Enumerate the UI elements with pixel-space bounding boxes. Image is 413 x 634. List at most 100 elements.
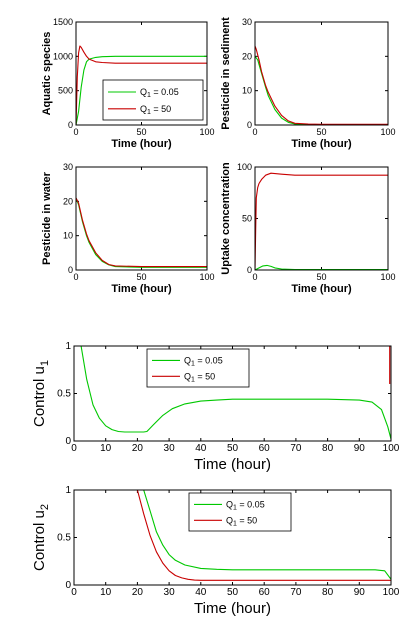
x-tick-label: 50 — [136, 127, 146, 137]
x-axis-label: Time (hour) — [291, 138, 352, 150]
y-tick-label: 500 — [58, 86, 73, 96]
x-tick-label: 70 — [290, 443, 302, 454]
x-axis-label: Time (hour) — [111, 283, 172, 295]
x-tick-label: 30 — [164, 587, 176, 598]
y-tick-label: 1 — [65, 485, 71, 496]
y-axis-label: Control u2 — [31, 504, 51, 571]
legend-entry-1: Q1 = 0.05 — [226, 499, 265, 511]
x-tick-label: 0 — [252, 127, 257, 137]
y-tick-label: 50 — [242, 214, 252, 224]
legend: Q1 = 0.05 Q1 = 50 — [102, 79, 204, 121]
y-tick-label: 1000 — [53, 51, 73, 61]
legend-box — [188, 492, 292, 532]
x-tick-label: 50 — [316, 272, 326, 282]
x-axis-label: Time (hour) — [194, 600, 271, 617]
y-tick-label: 30 — [242, 17, 252, 27]
y-axis-label: Uptake concentration — [220, 162, 232, 275]
y-tick-label: 1500 — [53, 17, 73, 27]
x-tick-label: 40 — [195, 443, 207, 454]
chart-panel-3: 0 50 100 0 10 20 30 Time (hour) Pesticide in wat… — [41, 162, 215, 295]
y-tick-label: 0 — [65, 436, 71, 447]
chart-panel-6: 0 10 20 30 40 50 60 70 80 90 100 0 0.5 1 Time (hour) Co… — [31, 485, 400, 617]
x-tick-label: 50 — [227, 443, 239, 454]
x-tick-label: 90 — [354, 587, 366, 598]
y-tick-label: 0.5 — [57, 533, 71, 544]
y-tick-label: 0 — [247, 265, 252, 275]
series-line-2 — [76, 45, 207, 125]
x-tick-label: 60 — [259, 443, 271, 454]
plot-area — [76, 167, 207, 270]
x-axis-label: Time (hour) — [291, 283, 352, 295]
x-tick-label: 100 — [380, 272, 395, 282]
y-tick-label: 20 — [63, 196, 73, 206]
x-tick-label: 30 — [164, 443, 176, 454]
legend: Q1 = 0.05 Q1 = 50 — [188, 492, 292, 532]
x-tick-label: 50 — [227, 587, 239, 598]
x-tick-label: 0 — [71, 587, 77, 598]
y-axis-label: Control u1 — [31, 360, 51, 427]
plot-area — [255, 167, 388, 270]
x-tick-label: 80 — [322, 443, 334, 454]
legend: Q1 = 0.05 Q1 = 50 — [146, 348, 250, 388]
y-axis-label: Aquatic species — [41, 32, 53, 116]
legend-box — [102, 79, 204, 121]
x-tick-label: 20 — [132, 587, 144, 598]
x-tick-label: 10 — [100, 587, 112, 598]
x-axis-label: Time (hour) — [111, 138, 172, 150]
chart-panel-5: 0 10 20 30 40 50 60 70 80 90 100 0 0.5 1 Time (hour) Co… — [31, 341, 400, 473]
series-line-2 — [255, 45, 388, 125]
y-axis-label: Pesticide in sediment — [220, 17, 232, 130]
axes-frame — [254, 21, 389, 126]
legend-entry-2: Q1 = 50 — [140, 104, 171, 116]
series-line-2 — [136, 490, 391, 581]
x-tick-label: 100 — [383, 443, 400, 454]
x-axis-label: Time (hour) — [194, 456, 271, 473]
x-tick-label: 20 — [132, 443, 144, 454]
y-axis-label: Pesticide in water — [41, 171, 53, 265]
chart-panel-2: 0 50 100 0 10 20 30 Time (hour) Pesticide in sed… — [220, 17, 396, 150]
axes-frame — [254, 166, 389, 271]
y-tick-label: 20 — [242, 51, 252, 61]
x-tick-label: 60 — [259, 587, 271, 598]
legend-entry-2: Q1 = 50 — [184, 371, 215, 383]
x-tick-label: 10 — [100, 443, 112, 454]
plot-area — [255, 22, 388, 125]
axes-frame — [75, 21, 208, 126]
y-tick-label: 0 — [65, 580, 71, 591]
y-tick-label: 0 — [68, 120, 73, 130]
x-tick-label: 40 — [195, 587, 207, 598]
legend-entry-1: Q1 = 0.05 — [184, 355, 223, 367]
x-tick-label: 100 — [199, 127, 214, 137]
y-tick-label: 100 — [237, 162, 252, 172]
y-tick-label: 0 — [68, 265, 73, 275]
series-line-1 — [143, 490, 391, 580]
x-tick-label: 0 — [252, 272, 257, 282]
legend-entry-1: Q1 = 0.05 — [140, 87, 179, 99]
x-tick-label: 100 — [199, 272, 214, 282]
x-tick-label: 100 — [380, 127, 395, 137]
x-tick-label: 50 — [136, 272, 146, 282]
series-line-2 — [76, 197, 207, 268]
y-tick-label: 0 — [247, 120, 252, 130]
axes-frame — [73, 489, 392, 586]
axes-frame — [75, 166, 208, 271]
axes-frame — [73, 345, 392, 442]
legend-box — [146, 348, 250, 388]
series-line-1 — [80, 346, 391, 440]
x-tick-label: 80 — [322, 587, 334, 598]
series-line-2 — [255, 172, 388, 270]
y-tick-label: 10 — [63, 231, 73, 241]
x-tick-label: 70 — [290, 587, 302, 598]
y-tick-label: 10 — [242, 86, 252, 96]
y-tick-label: 30 — [63, 162, 73, 172]
x-tick-label: 90 — [354, 443, 366, 454]
y-tick-label: 1 — [65, 341, 71, 352]
y-tick-label: 0.5 — [57, 389, 71, 400]
x-tick-label: 0 — [73, 127, 78, 137]
chart-panel-4: 0 50 100 0 50 100 Time (hour) Uptake concentrat… — [220, 162, 396, 295]
x-tick-label: 0 — [71, 443, 77, 454]
x-tick-label: 0 — [73, 272, 78, 282]
x-tick-label: 50 — [316, 127, 326, 137]
